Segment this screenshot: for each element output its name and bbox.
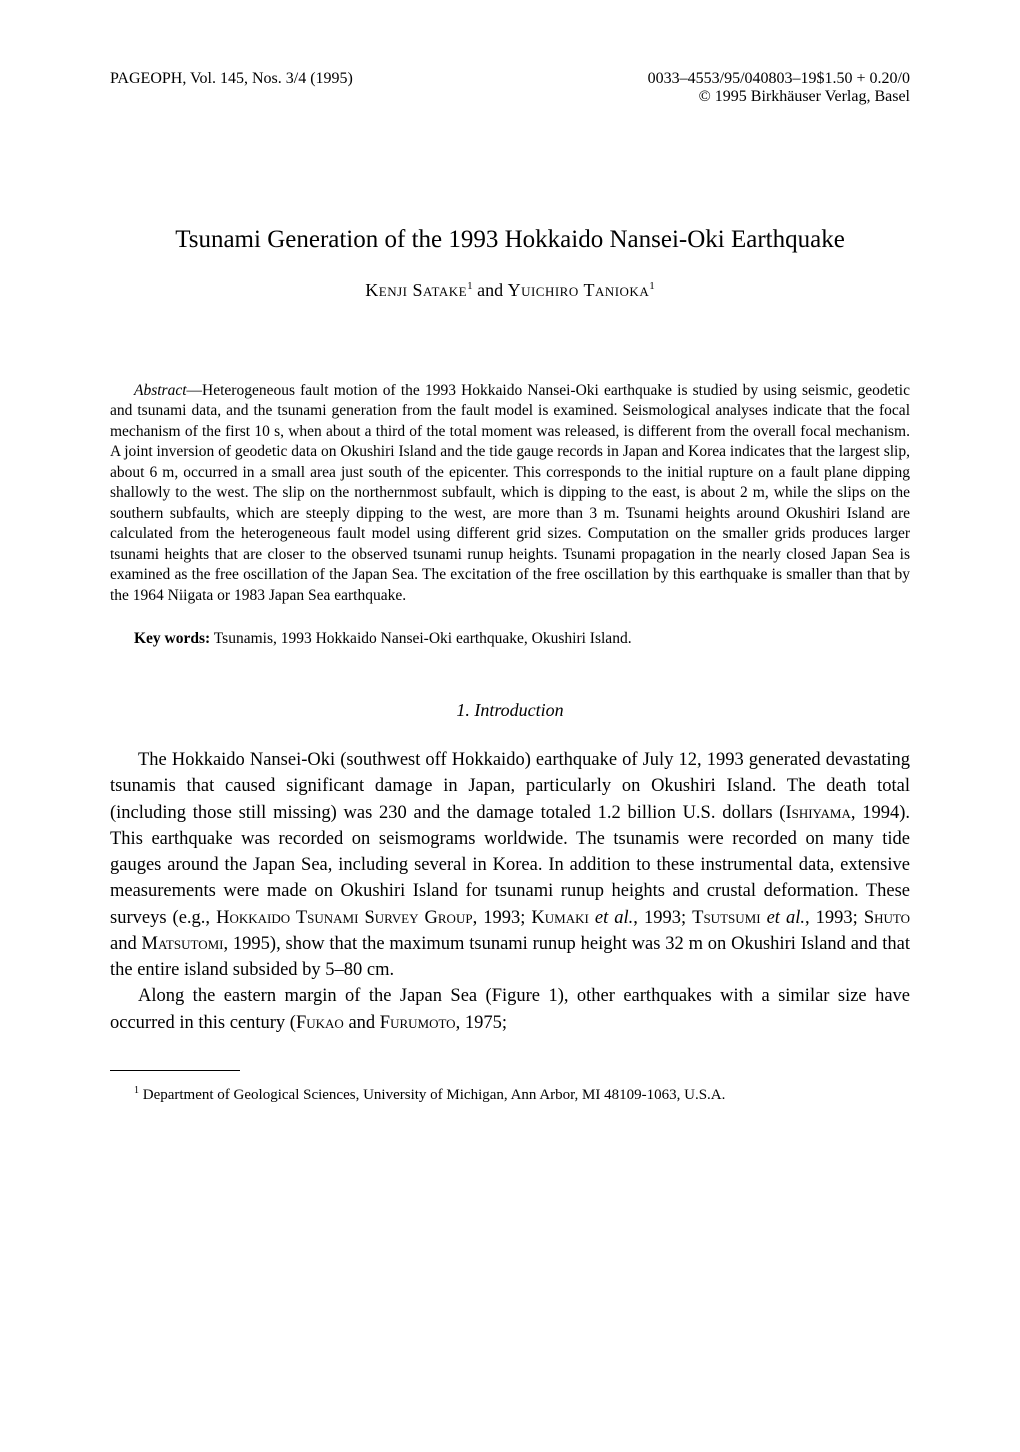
footnote-rule <box>110 1070 240 1071</box>
footnote: 1 Department of Geological Sciences, Uni… <box>134 1085 910 1104</box>
abstract-label: Abstract <box>134 382 187 399</box>
section-heading: 1. Introduction <box>110 700 910 721</box>
header-left: PAGEOPH, Vol. 145, Nos. 3/4 (1995) <box>110 70 353 88</box>
header-copyright: © 1995 Birkhäuser Verlag, Basel <box>110 88 910 106</box>
author-1: Kenji Satake <box>365 280 467 300</box>
body-paragraph-1: The Hokkaido Nansei-Oki (southwest off H… <box>110 747 910 983</box>
body-paragraph-2: Along the eastern margin of the Japan Se… <box>110 983 910 1036</box>
citation-kumaki: Kumaki <box>531 908 588 928</box>
citation-hokkaido: Hokkaido Tsunami Survey Group <box>216 908 472 928</box>
author-2: Yuichiro Tanioka <box>508 280 650 300</box>
header-right: 0033–4553/95/040803–19$1.50 + 0.20/0 <box>648 70 910 88</box>
citation-furumoto: Furumoto <box>380 1013 456 1033</box>
keywords-line: Key words: Tsunamis, 1993 Hokkaido Nanse… <box>110 630 910 648</box>
abstract-paragraph: Abstract—Heterogeneous fault motion of t… <box>110 381 910 606</box>
paper-title: Tsunami Generation of the 1993 Hokkaido … <box>110 226 910 254</box>
keywords-text: Tsunamis, 1993 Hokkaido Nansei-Oki earth… <box>210 630 631 647</box>
page-header: PAGEOPH, Vol. 145, Nos. 3/4 (1995) 0033–… <box>110 70 910 88</box>
citation-matsutomi: Matsutomi <box>142 934 224 954</box>
citation-ishiyama: Ishiyama <box>785 803 850 823</box>
citation-tsutsumi: Tsutsumi <box>692 908 760 928</box>
abstract-text: —Heterogeneous fault motion of the 1993 … <box>110 382 910 604</box>
author-2-affil: 1 <box>649 280 655 292</box>
keywords-label: Key words: <box>134 630 210 647</box>
paper-authors: Kenji Satake1 and Yuichiro Tanioka1 <box>110 280 910 301</box>
footnote-text: Department of Geological Sciences, Unive… <box>139 1087 725 1103</box>
citation-fukao: Fukao <box>296 1013 344 1033</box>
citation-shuto: Shuto <box>864 908 910 928</box>
